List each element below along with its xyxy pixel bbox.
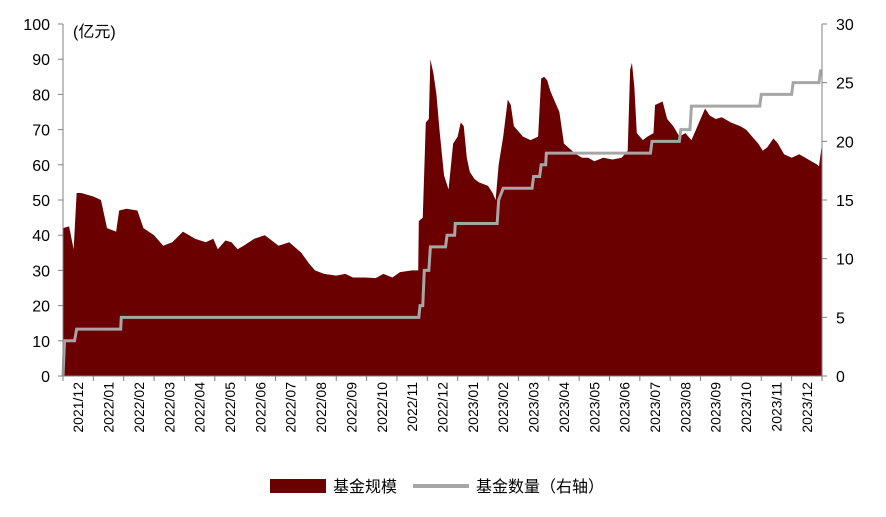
x-axis-tick-label: 2022/04 <box>192 382 208 433</box>
x-axis-tick-label: 2022/01 <box>101 382 117 433</box>
right-axis-tick-label: 20 <box>836 134 854 151</box>
x-axis-tick-label: 2023/11 <box>768 382 784 432</box>
left-axis-tick-label: 50 <box>32 193 50 210</box>
legend-label-fund-count: 基金数量（右轴） <box>476 478 604 496</box>
legend-label-fund-scale: 基金规模 <box>333 478 397 496</box>
right-axis-tick-label: 30 <box>836 17 854 34</box>
axis-layer: 0 10 20 30 40 50 60 70 80 90 100 0 5 10 15 20 25 30 2021/1… <box>23 17 854 433</box>
right-axis-tick-label: 5 <box>836 310 845 327</box>
legend-swatch-fund-scale <box>270 479 326 493</box>
line-layer <box>61 69 822 377</box>
x-axis-tick-label: 2023/10 <box>738 382 754 433</box>
right-axis-tick-label: 25 <box>836 76 854 93</box>
left-axis-tick-label: 30 <box>32 263 50 280</box>
x-axis-tick-label: 2023/07 <box>647 382 663 433</box>
x-axis-tick-label: 2022/10 <box>374 382 390 433</box>
left-axis-unit-label: (亿元) <box>73 23 116 41</box>
x-axis-tick-label: 2022/06 <box>252 382 268 433</box>
right-axis-tick-label: 0 <box>836 369 845 386</box>
x-axis-tick-label: 2021/12 <box>70 382 86 433</box>
left-axis-tick-label: 10 <box>32 334 50 351</box>
series-line-fund-count <box>61 69 822 377</box>
left-axis-tick-label: 60 <box>32 158 50 175</box>
x-axis-tick-label: 2022/09 <box>343 382 359 433</box>
x-axis-tick-label: 2023/12 <box>799 382 815 433</box>
x-axis-tick-label: 2023/04 <box>556 382 572 433</box>
x-axis-tick-label: 2022/02 <box>131 382 147 433</box>
x-axis-tick-label: 2023/05 <box>586 382 602 433</box>
x-axis-tick-label: 2023/03 <box>526 382 542 433</box>
x-axis-tick-label: 2022/05 <box>222 382 238 433</box>
x-axis-tick-label: 2022/12 <box>435 382 451 433</box>
x-axis-tick-label: 2023/01 <box>465 382 481 433</box>
x-axis-tick-label: 2022/11 <box>404 382 420 432</box>
left-axis-tick-label: 80 <box>32 87 50 104</box>
left-axis-tick-label: 70 <box>32 123 50 140</box>
series-area-fund-scale <box>63 59 822 376</box>
x-axis-tick-label: 2022/03 <box>161 382 177 433</box>
left-axis-tick-label: 20 <box>32 299 50 316</box>
left-axis-tick-label: 40 <box>32 228 50 245</box>
x-axis-tick-label: 2023/09 <box>708 382 724 433</box>
x-axis-tick-label: 2022/07 <box>283 382 299 433</box>
legend: 基金规模 基金数量（右轴） <box>270 478 604 496</box>
right-axis-tick-label: 10 <box>836 252 854 269</box>
x-axis-tick-label: 2023/02 <box>495 382 511 433</box>
x-axis-tick-label: 2023/08 <box>677 382 693 433</box>
x-axis-tick-label: 2022/08 <box>313 382 329 433</box>
left-axis-tick-label: 90 <box>32 52 50 69</box>
x-axis-tick-label: 2023/06 <box>617 382 633 433</box>
right-axis-tick-label: 15 <box>836 193 854 210</box>
area-layer <box>63 59 822 376</box>
left-axis-tick-label: 100 <box>23 17 50 34</box>
left-axis-tick-label: 0 <box>41 369 50 386</box>
